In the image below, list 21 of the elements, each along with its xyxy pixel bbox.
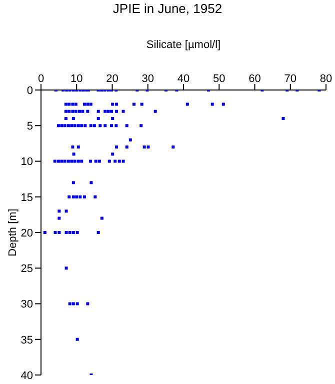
y-tick-label: 25 (20, 263, 33, 276)
chart-title: JPIE in June, 1952 (112, 1, 224, 16)
x-tick-label: 80 (320, 73, 332, 85)
x-tick-label: 10 (70, 73, 83, 85)
x-tick-label: 70 (284, 73, 296, 85)
x-tick-label: 50 (213, 73, 226, 85)
x-tick-label: 60 (248, 73, 261, 85)
y-tick-label: 0 (26, 84, 33, 97)
y-tick-label: 30 (20, 298, 33, 311)
x-axis-title: Silicate [µmol/l] (146, 38, 221, 51)
x-tick-label: 0 (38, 73, 44, 85)
y-tick-label: 5 (26, 120, 33, 133)
y-axis-title: Depth [m] (6, 208, 19, 256)
y-tick-label: 10 (20, 156, 33, 168)
y-tick-label: 20 (20, 227, 33, 240)
y-tick-label: 15 (20, 192, 33, 204)
x-tick-label: 30 (142, 73, 154, 85)
x-tick-label: 40 (177, 73, 190, 85)
x-tick-label: 20 (106, 73, 118, 85)
y-tick-label: 40 (20, 370, 33, 382)
y-tick-label: 35 (20, 334, 33, 346)
